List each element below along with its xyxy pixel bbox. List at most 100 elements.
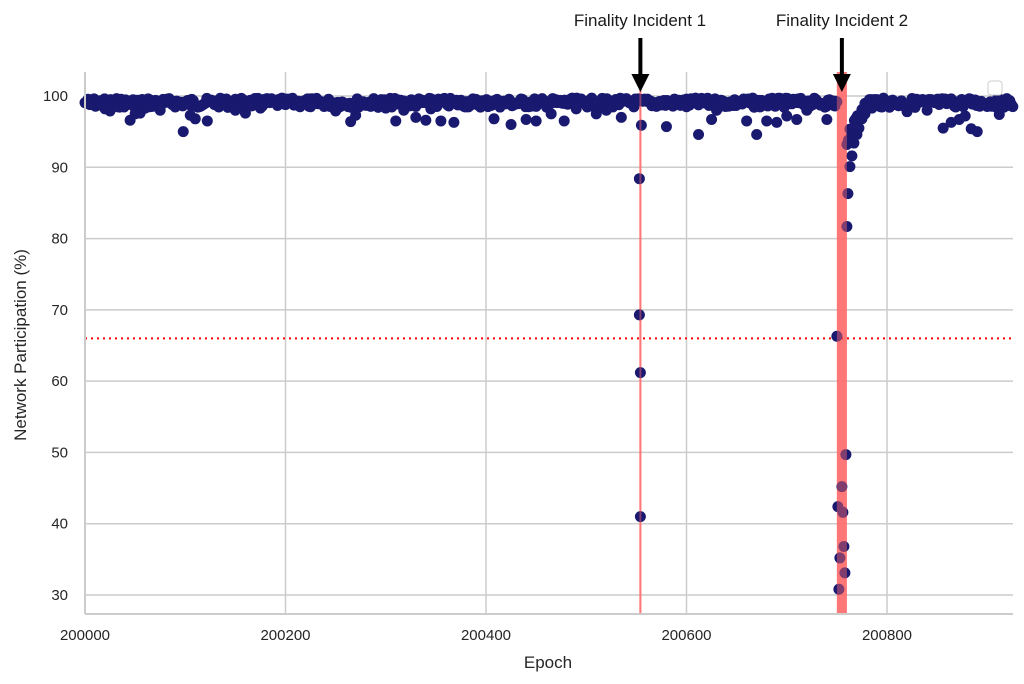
y-tick-label: 90 bbox=[51, 159, 68, 176]
y-tick-label: 60 bbox=[51, 373, 68, 390]
data-point bbox=[844, 161, 856, 173]
data-point bbox=[500, 98, 512, 110]
data-point bbox=[420, 114, 432, 126]
data-point bbox=[993, 109, 1005, 121]
data-point bbox=[829, 100, 841, 112]
data-point bbox=[841, 220, 853, 232]
data-point bbox=[545, 108, 557, 120]
y-tick-label: 50 bbox=[51, 444, 68, 461]
legend-box bbox=[987, 80, 1003, 96]
arrow-down-icon bbox=[832, 74, 851, 92]
data-point bbox=[633, 309, 645, 321]
data-point bbox=[634, 367, 646, 379]
data-point bbox=[410, 111, 422, 123]
incident-span-overlay-1 bbox=[639, 72, 642, 614]
x-axis-label: Epoch bbox=[524, 653, 572, 672]
data-point bbox=[84, 99, 96, 111]
annotation-incident-2-label: Finality Incident 2 bbox=[776, 11, 908, 30]
data-point bbox=[839, 567, 851, 579]
data-point bbox=[600, 104, 612, 116]
data-point bbox=[833, 583, 845, 595]
data-point bbox=[821, 114, 833, 126]
data-point bbox=[330, 105, 342, 117]
incident-span-overlay-2 bbox=[836, 72, 847, 614]
data-point bbox=[558, 115, 570, 127]
data-point bbox=[771, 116, 783, 128]
data-point bbox=[901, 106, 913, 118]
data-point bbox=[590, 108, 602, 120]
incident-span-1 bbox=[639, 72, 642, 614]
data-point bbox=[866, 102, 878, 114]
data-point bbox=[530, 115, 542, 127]
data-point bbox=[634, 511, 646, 523]
x-tick-label: 200600 bbox=[661, 627, 711, 644]
data-point bbox=[959, 110, 971, 122]
data-point bbox=[201, 115, 213, 127]
data-point bbox=[711, 104, 723, 116]
y-tick-label: 30 bbox=[51, 587, 68, 604]
data-point bbox=[154, 104, 166, 116]
data-point bbox=[633, 173, 645, 185]
data-point bbox=[801, 104, 813, 116]
y-tick-label: 100 bbox=[43, 88, 68, 105]
data-point bbox=[189, 113, 201, 125]
data-point bbox=[229, 104, 241, 116]
data-point bbox=[425, 103, 437, 115]
data-point bbox=[837, 506, 849, 518]
data-point bbox=[693, 128, 705, 140]
data-point bbox=[350, 109, 362, 121]
data-point bbox=[791, 114, 803, 126]
incident-span-2 bbox=[836, 72, 847, 614]
data-point bbox=[971, 126, 983, 138]
data-point bbox=[390, 115, 402, 127]
data-point bbox=[836, 481, 848, 493]
y-tick-label: 70 bbox=[51, 302, 68, 319]
axes bbox=[84, 72, 1013, 615]
data-point bbox=[846, 150, 858, 162]
arrow-down-icon bbox=[631, 74, 650, 92]
data-point bbox=[615, 111, 627, 123]
data-point bbox=[305, 101, 317, 113]
data-point bbox=[681, 101, 692, 113]
incident-spans bbox=[639, 72, 847, 614]
data-point bbox=[921, 104, 933, 116]
tick-labels: 200000 200200 200400 200600 200800 30 40 50 60 70… bbox=[43, 88, 912, 644]
data-point bbox=[488, 113, 500, 125]
data-point bbox=[505, 119, 517, 131]
data-point bbox=[104, 105, 116, 117]
data-point bbox=[380, 102, 392, 114]
data-point bbox=[706, 114, 718, 126]
annotation-incident-1-label: Finality Incident 1 bbox=[574, 11, 706, 30]
x-tick-label: 200800 bbox=[862, 627, 912, 644]
data-point bbox=[848, 137, 860, 149]
data-point bbox=[1007, 101, 1019, 113]
data-point bbox=[635, 119, 647, 131]
data-points bbox=[79, 92, 1019, 595]
x-tick-label: 200200 bbox=[260, 627, 310, 644]
data-point bbox=[840, 449, 852, 461]
data-point bbox=[177, 126, 189, 138]
x-tick-label: 200000 bbox=[60, 627, 110, 644]
data-point bbox=[871, 94, 883, 106]
data-point bbox=[831, 330, 843, 342]
data-point bbox=[853, 122, 865, 134]
data-point bbox=[435, 115, 447, 127]
data-point bbox=[398, 104, 410, 116]
grid-lines bbox=[84, 72, 1013, 614]
data-point bbox=[842, 188, 854, 200]
data-point bbox=[520, 114, 532, 126]
data-point bbox=[881, 98, 893, 110]
y-tick-label: 40 bbox=[51, 516, 68, 533]
annotations bbox=[631, 38, 851, 92]
y-axis-label: Network Participation (%) bbox=[11, 249, 30, 441]
x-tick-label: 200400 bbox=[461, 627, 511, 644]
data-point bbox=[254, 102, 266, 114]
data-point bbox=[448, 116, 460, 128]
data-point bbox=[239, 107, 251, 119]
y-tick-label: 80 bbox=[51, 231, 68, 248]
data-point bbox=[139, 102, 151, 114]
data-point bbox=[660, 121, 672, 133]
data-point bbox=[741, 115, 753, 127]
data-point bbox=[937, 122, 949, 134]
